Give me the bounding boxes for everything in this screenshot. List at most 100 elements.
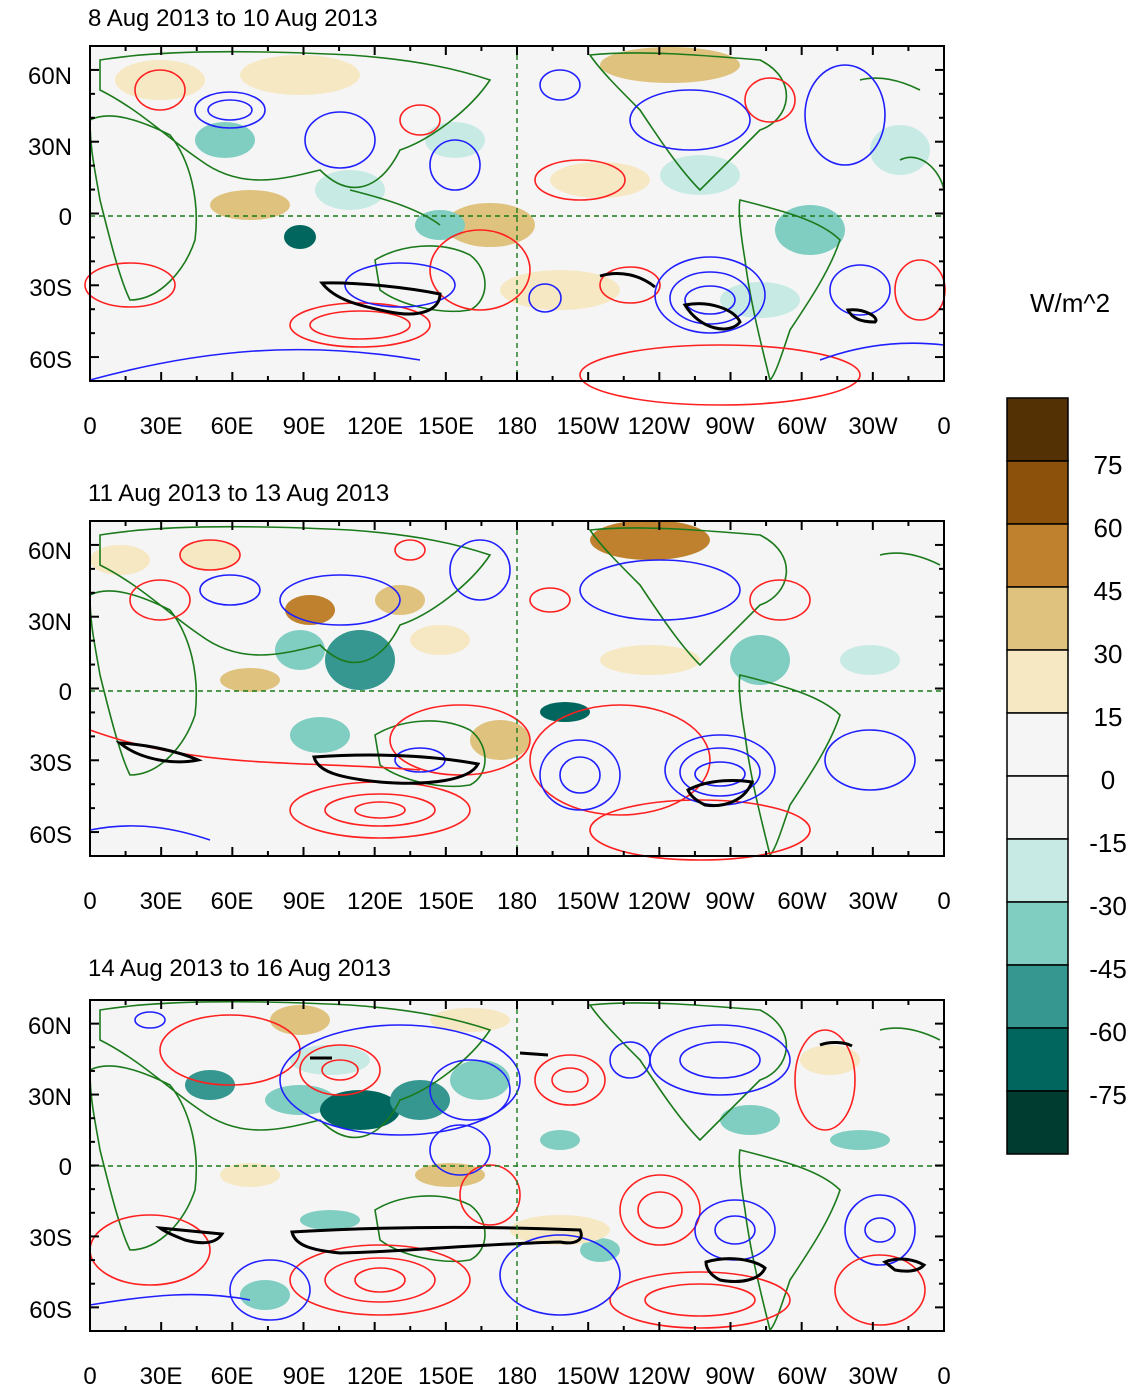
panel-1-ticks	[89, 46, 945, 381]
panel-2-ticks	[89, 521, 945, 856]
lon-label: 150W	[557, 413, 620, 440]
panel-2-lat-labels: 60N 30N 0 30S 60S	[28, 538, 72, 849]
lat-label: 60S	[29, 1297, 72, 1324]
colorbar-label: 45	[1094, 576, 1123, 606]
lat-label: 60N	[28, 538, 72, 565]
colorbar-box	[1006, 1027, 1069, 1092]
lon-label: 150E	[418, 1363, 474, 1390]
colorbar-label: -45	[1089, 954, 1127, 984]
lon-label: 180	[497, 888, 537, 915]
panel-3: 14 Aug 2013 to 16 Aug 2013	[28, 955, 951, 1390]
lat-label: 30S	[29, 275, 72, 302]
panel-3-ticks	[89, 1000, 945, 1331]
panel-1-lon-labels: 0 30E 60E 90E 120E 150E 180 150W 120W 90…	[83, 413, 950, 440]
lat-label: 30S	[29, 1225, 72, 1252]
panel-1-shading	[115, 47, 930, 318]
lat-label: 0	[59, 1154, 72, 1181]
lat-label: 60N	[28, 63, 72, 90]
lon-label: 30W	[848, 413, 898, 440]
lon-label: 120E	[347, 1363, 403, 1390]
panel-1-lat-labels: 60N 30N 0 30S 60S	[28, 63, 72, 374]
panel-2-map	[89, 520, 945, 861]
panel-3-map	[89, 999, 945, 1332]
lat-label: 60N	[28, 1013, 72, 1040]
lon-label: 0	[83, 1363, 96, 1390]
lon-label: 60W	[777, 888, 827, 915]
lon-label: 150E	[418, 888, 474, 915]
colorbar-labels: 75 60 45 30 15 0 -15 -30 -45 -60 -75	[1089, 450, 1127, 1110]
lon-label: 150W	[557, 888, 620, 915]
colorbar-box	[1006, 838, 1069, 903]
panel-2-title: 11 Aug 2013 to 13 Aug 2013	[88, 480, 389, 507]
lat-label: 60S	[29, 822, 72, 849]
lon-label: 0	[937, 413, 950, 440]
colorbar-label: 75	[1094, 450, 1123, 480]
lon-label: 30E	[140, 888, 183, 915]
lon-label: 150E	[418, 413, 474, 440]
colorbar-box	[1006, 460, 1069, 525]
colorbar-box	[1006, 901, 1069, 966]
lon-label: 90E	[283, 888, 326, 915]
lon-label: 60W	[777, 1363, 827, 1390]
colorbar-box	[1006, 397, 1069, 462]
lon-label: 0	[83, 413, 96, 440]
lon-label: 60W	[777, 413, 827, 440]
colorbar-box	[1006, 586, 1069, 651]
lon-label: 90W	[705, 888, 755, 915]
lon-label: 60E	[211, 1363, 254, 1390]
panel-2-shading	[90, 520, 900, 760]
lon-label: 90W	[705, 413, 755, 440]
lon-label: 0	[937, 888, 950, 915]
lon-label: 30E	[140, 1363, 183, 1390]
panel-2-lon-labels: 0 30E 60E 90E 120E 150E 180 150W 120W 90…	[83, 888, 950, 915]
colorbar-label: -60	[1089, 1017, 1127, 1047]
lon-label: 30E	[140, 413, 183, 440]
panel-3-lat-labels: 60N 30N 0 30S 60S	[28, 1013, 72, 1324]
lon-label: 30W	[848, 1363, 898, 1390]
panel-3-shading	[185, 1005, 890, 1310]
lat-label: 30N	[28, 1084, 72, 1111]
lon-label: 180	[497, 1363, 537, 1390]
lon-label: 30W	[848, 888, 898, 915]
colorbar-label: -15	[1089, 828, 1127, 858]
colorbar-boxes	[1006, 397, 1069, 1155]
colorbar-units: W/m^2	[1030, 288, 1110, 318]
colorbar-label: 60	[1094, 513, 1123, 543]
lon-label: 120W	[628, 888, 691, 915]
lon-label: 60E	[211, 413, 254, 440]
lon-label: 120E	[347, 413, 403, 440]
lon-label: 90E	[283, 413, 326, 440]
lon-label: 0	[937, 1363, 950, 1390]
colorbar-box	[1006, 523, 1069, 588]
colorbar-label: 30	[1094, 639, 1123, 669]
panel-2-contours	[89, 539, 916, 861]
colorbar-box	[1006, 1090, 1069, 1155]
lon-label: 180	[497, 413, 537, 440]
panel-1-map	[84, 45, 946, 406]
lat-label: 30N	[28, 609, 72, 636]
colorbar-label: 15	[1094, 702, 1123, 732]
panel-3-lon-labels: 0 30E 60E 90E 120E 150E 180 150W 120W 90…	[83, 1363, 950, 1390]
lon-label: 120E	[347, 888, 403, 915]
colorbar-box	[1006, 775, 1069, 840]
lat-label: 0	[59, 204, 72, 231]
lat-label: 30S	[29, 750, 72, 777]
lat-label: 0	[59, 679, 72, 706]
lat-label: 30N	[28, 134, 72, 161]
lon-label: 0	[83, 888, 96, 915]
panel-2: 11 Aug 2013 to 13 Aug 2013	[28, 480, 951, 915]
colorbar-label: -75	[1089, 1080, 1127, 1110]
lon-label: 90E	[283, 1363, 326, 1390]
lat-label: 60S	[29, 347, 72, 374]
colorbar-label: -30	[1089, 891, 1127, 921]
panel-3-title: 14 Aug 2013 to 16 Aug 2013	[88, 955, 391, 982]
colorbar-box	[1006, 649, 1069, 714]
panel-3-contours	[89, 1011, 927, 1329]
colorbar-label: 0	[1101, 765, 1115, 795]
panel-1-contours	[84, 64, 946, 406]
colorbar-box	[1006, 712, 1069, 777]
lon-label: 120W	[628, 413, 691, 440]
panel-1: 8 Aug 2013 to 10 Aug 2013	[28, 5, 951, 440]
lon-label: 150W	[557, 1363, 620, 1390]
